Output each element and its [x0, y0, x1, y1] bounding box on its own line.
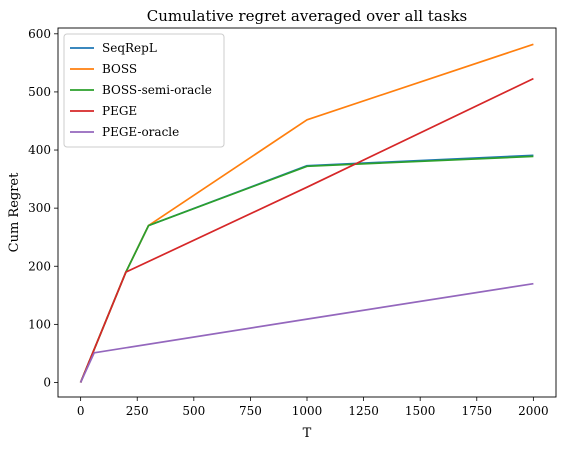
series-line-boss-semi-oracle — [79, 155, 534, 383]
series-line-pege — [79, 77, 534, 383]
y-tick-label: 500 — [28, 85, 51, 99]
legend-label-seqrepl: SeqRepL — [102, 41, 157, 55]
series-line-seqrepl — [79, 154, 534, 383]
x-axis-label: T — [303, 426, 312, 441]
y-tick-label: 400 — [28, 143, 51, 157]
legend-label-boss-semi-oracle: BOSS-semi-oracle — [102, 83, 212, 97]
y-tick-label: 0 — [43, 375, 51, 389]
y-tick-label: 100 — [28, 317, 51, 331]
x-tick-label: 0 — [77, 404, 85, 418]
x-tick-label: 500 — [182, 404, 205, 418]
legend-box — [63, 33, 225, 148]
y-axis-label: Cum Regret — [7, 172, 22, 252]
legend-label-pege-oracle: PEGE-oracle — [102, 125, 179, 139]
legend-label-pege: PEGE — [102, 104, 137, 118]
series-line-pege-oracle — [79, 282, 534, 383]
y-tick-label: 200 — [28, 259, 51, 273]
legend-label-boss: BOSS — [102, 62, 137, 76]
chart-title: Cumulative regret averaged over all task… — [147, 7, 468, 25]
y-tick-label: 600 — [28, 27, 51, 41]
x-tick-label: 750 — [239, 404, 262, 418]
legend: SeqRepL BOSS BOSS-semi-oracle PEGE PEGE-orac… — [63, 33, 225, 148]
x-tick-label: 2000 — [518, 404, 549, 418]
x-tick-label: 1000 — [292, 404, 323, 418]
x-tick-label: 250 — [126, 404, 149, 418]
x-tick-label: 1750 — [461, 404, 492, 418]
x-axis: 0 250 500 750 1000 1250 1500 1750 2000 — [77, 397, 549, 418]
x-tick-label: 1500 — [405, 404, 436, 418]
x-tick-label: 1250 — [348, 404, 379, 418]
y-axis: 0 100 200 300 400 500 600 — [28, 27, 58, 389]
series-layer — [79, 43, 534, 383]
y-tick-label: 300 — [28, 201, 51, 215]
